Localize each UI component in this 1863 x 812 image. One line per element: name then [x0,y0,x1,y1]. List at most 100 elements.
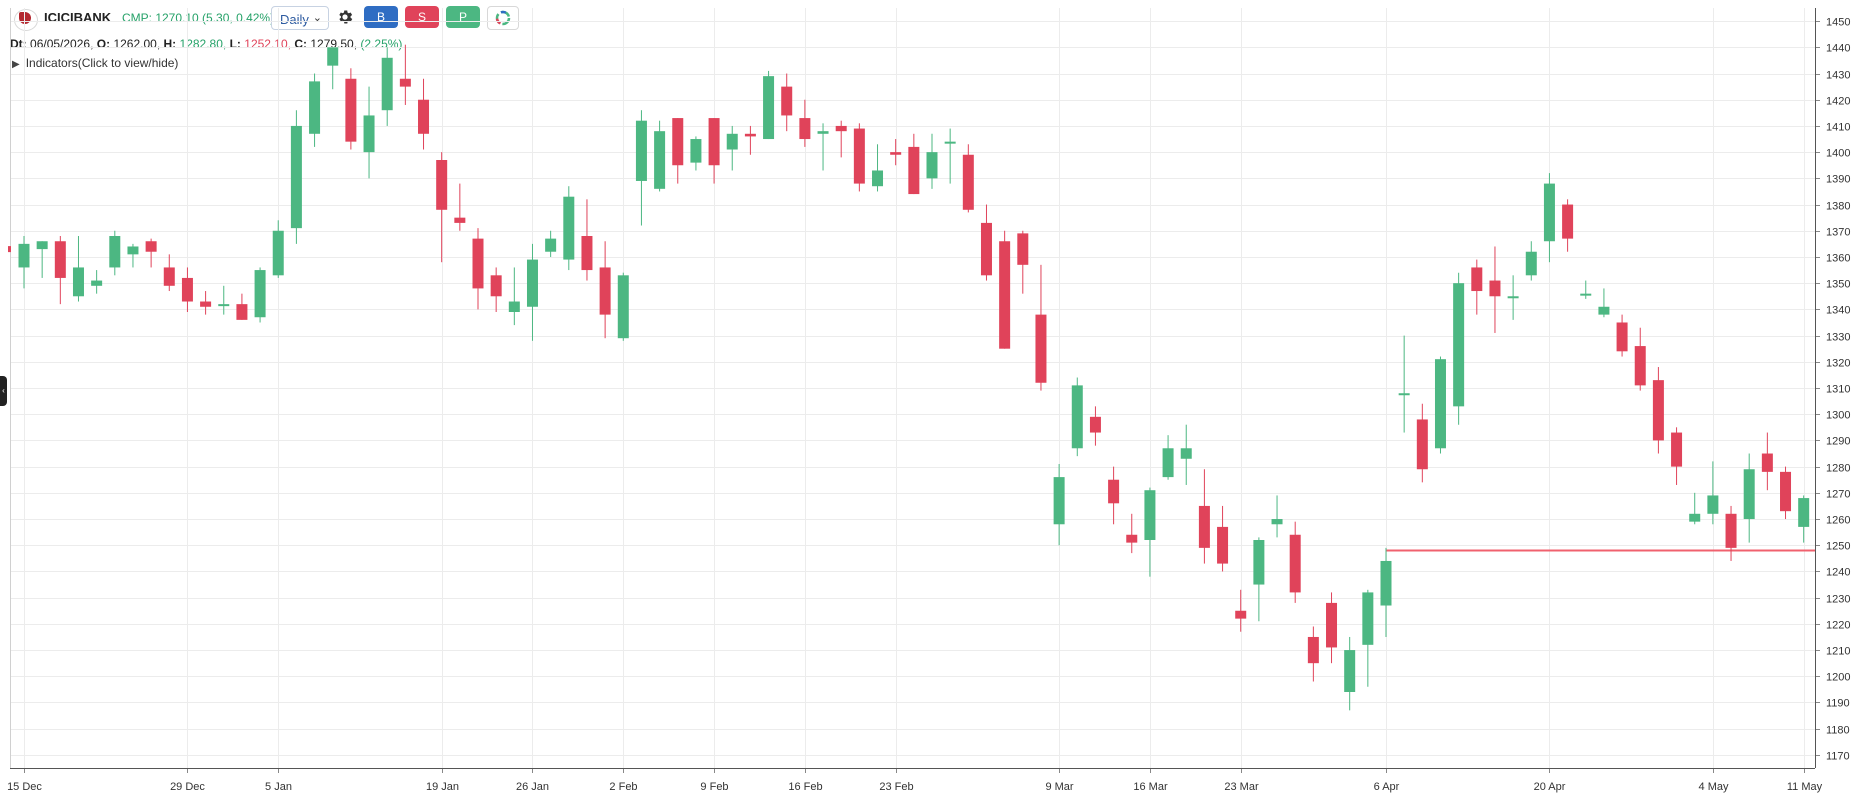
candle-body [345,78,357,142]
timeframe-select[interactable]: Daily ⌄ [271,6,329,30]
candle-body [1525,251,1537,276]
candle-body [926,152,938,179]
candle-body [635,120,647,181]
candle-body [726,133,738,150]
candle-body [200,301,212,307]
candle-body [1217,526,1229,564]
y-tick-label: 1350 [1826,279,1850,291]
y-tick-label: 1190 [1826,698,1850,710]
candle-body [1108,479,1120,504]
candle-body [1616,322,1628,352]
candle-body [1362,592,1374,645]
candle-body [1671,432,1683,467]
x-tick-label: 16 Feb [788,781,822,793]
gear-icon[interactable] [336,8,354,26]
candle-body [1380,560,1392,606]
y-tick-label: 1450 [1826,17,1850,29]
candle-body [962,154,974,210]
p-button[interactable]: P [446,6,480,28]
candle-body [526,259,538,307]
y-tick-label: 1360 [1826,253,1850,265]
y-tick-label: 1440 [1826,43,1850,55]
candle-body [908,146,920,195]
y-tick-label: 1240 [1826,567,1850,579]
candle-body [581,236,593,271]
y-tick-label: 1380 [1826,201,1850,213]
candle-body [1271,519,1283,525]
candle-body [1344,650,1356,692]
candle-body [1507,296,1519,299]
candle-body [91,280,103,286]
candle-body [381,57,393,111]
sell-button[interactable]: S [405,6,439,28]
y-tick-label: 1410 [1826,122,1850,134]
candle-body [1489,280,1501,297]
y-tick-label: 1300 [1826,410,1850,422]
candle-body [1053,477,1065,525]
candle-body [1144,490,1156,540]
candle-body [1253,540,1265,585]
candle-body [272,230,284,276]
y-tick-label: 1430 [1826,70,1850,82]
candle-body [1707,495,1719,514]
y-tick-label: 1400 [1826,148,1850,160]
indicators-toggle[interactable]: ▶ Indicators(Click to view/hide) [12,56,178,70]
candle-body [127,246,139,255]
indicators-label: Indicators(Click to view/hide) [25,56,179,70]
candle-body [1434,359,1446,449]
x-tick-label: 20 Apr [1534,781,1566,793]
candle-body [36,241,48,250]
x-tick-label: 5 Jan [265,781,292,793]
candle-body [708,118,720,166]
candle-body [763,76,775,140]
candle-body [1071,385,1083,449]
side-panel-toggle[interactable]: ‹ [0,376,7,406]
candle-body [327,47,339,66]
candle-body [1725,513,1737,548]
ring-icon [495,10,511,26]
ring-button[interactable] [487,6,519,30]
candle-body [472,238,484,289]
x-tick-label: 16 Mar [1133,781,1168,793]
candle-body [254,270,266,318]
candle-body [1598,306,1610,315]
candle-body [163,267,175,286]
chevron-left-icon: ‹ [2,386,5,395]
candle-body [1089,416,1101,433]
x-tick-label: 9 Feb [700,781,728,793]
candle-body [1162,448,1174,478]
candle-body [999,241,1011,349]
candle-body [1634,346,1646,386]
candle-body [181,277,193,302]
left-price-marker [8,246,11,253]
candle-body [1453,283,1465,407]
y-tick-label: 1220 [1826,620,1850,632]
candle-body [418,99,430,134]
x-tick-label: 9 Mar [1045,781,1073,793]
y-tick-label: 1370 [1826,227,1850,239]
candle-body [1307,636,1319,664]
candle-body [1780,471,1792,512]
candle-body [563,196,575,260]
candle-body [545,238,557,252]
candle-body [980,222,992,276]
candle-body [1798,498,1810,527]
x-tick-label: 11 May [1787,781,1823,793]
candle-body [799,118,811,140]
play-icon: ▶ [12,59,20,70]
candle-body [1126,534,1138,543]
candle-body [781,86,793,116]
candle-body [1180,448,1192,459]
candle-body [1761,453,1773,472]
candle-body [309,81,321,134]
candle-body [1017,233,1029,265]
candle-body [1198,505,1210,548]
candle-body [236,304,248,320]
candle-body [490,275,502,297]
candle-body [1035,314,1047,383]
candle-body [218,304,230,307]
y-tick-label: 1330 [1826,332,1850,344]
buy-button[interactable]: B [364,6,398,28]
y-tick-label: 1270 [1826,489,1850,501]
